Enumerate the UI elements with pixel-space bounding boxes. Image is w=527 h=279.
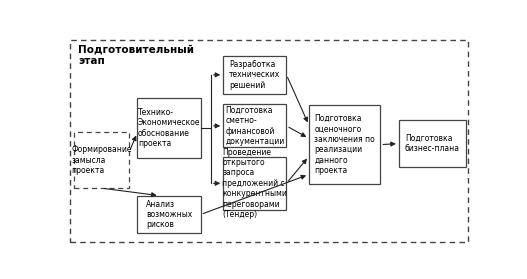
FancyBboxPatch shape — [223, 104, 287, 147]
Text: Формирование
замысла
проекта: Формирование замысла проекта — [71, 145, 132, 175]
FancyBboxPatch shape — [223, 157, 287, 210]
Text: Подготовка
оценочного
заключения по
реализации
данного
проекта: Подготовка оценочного заключения по реал… — [314, 114, 375, 175]
Text: Технико-
Экономическое
обоснование
проекта: Технико- Экономическое обоснование проек… — [138, 108, 200, 148]
FancyBboxPatch shape — [138, 196, 201, 233]
Text: Подготовка
сметно-
финансовой
документации: Подготовка сметно- финансовой документац… — [225, 106, 285, 146]
Text: Анализ
возможных
рисков: Анализ возможных рисков — [146, 199, 192, 229]
FancyBboxPatch shape — [223, 56, 287, 94]
FancyBboxPatch shape — [74, 132, 129, 188]
Text: Проведение
открытого
запроса
предложений с
конкурентными
переговорами
(Тендер): Проведение открытого запроса предложений… — [222, 148, 287, 219]
Text: Подготовительный
этап: Подготовительный этап — [78, 44, 194, 66]
FancyBboxPatch shape — [309, 105, 380, 184]
FancyBboxPatch shape — [138, 98, 201, 158]
Text: Разработка
технических
решений: Разработка технических решений — [229, 60, 280, 90]
FancyBboxPatch shape — [399, 121, 466, 167]
Text: Подготовка
бизнес-плана: Подготовка бизнес-плана — [405, 134, 460, 153]
